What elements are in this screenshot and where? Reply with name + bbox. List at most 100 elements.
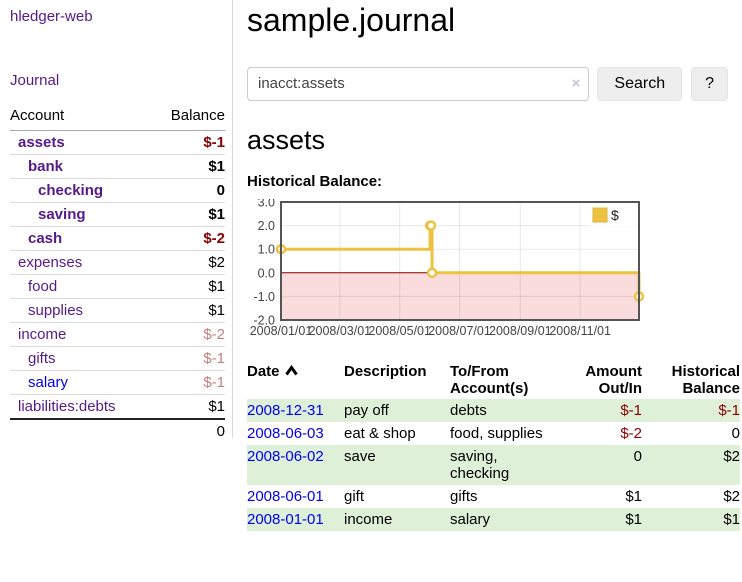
account-link[interactable]: saving — [38, 206, 86, 223]
historical-balance-chart: $3.0 2.0 1.0 0.0 -1.0 -2.02008/01/012008/03/0… — [250, 199, 645, 338]
account-row: income $-2 — [10, 322, 225, 347]
account-link[interactable]: bank — [28, 158, 64, 175]
account-balance: $-2 — [152, 226, 225, 251]
transaction-date-link[interactable]: 2008-12-31 — [247, 401, 324, 419]
account-link[interactable]: liabilities:debts — [18, 398, 116, 415]
register-row: 2008-01-01 income salary $1 $1 — [247, 507, 740, 531]
chart-label: Historical Balance: — [247, 172, 383, 190]
account-balance: $-1 — [203, 134, 225, 151]
account-link[interactable]: gifts — [28, 350, 56, 367]
brand-link[interactable]: hledger-web — [10, 8, 93, 25]
svg-text:-2.0: -2.0 — [253, 313, 275, 327]
transaction-date-cell: 2008-12-31 — [247, 399, 344, 422]
help-button[interactable]: ? — [691, 66, 728, 101]
svg-text:2008/11/01: 2008/11/01 — [549, 324, 611, 338]
column-header-balance: Historical Balance — [671, 362, 740, 397]
account-row: bank $1 — [10, 154, 225, 179]
account-balance: $1 — [152, 394, 225, 419]
transaction-accounts: debts — [450, 401, 487, 419]
transaction-amount: $-2 — [620, 424, 642, 442]
transaction-description: save — [344, 447, 376, 465]
accounts-header-balance: Balance — [152, 104, 225, 131]
transaction-date-link[interactable]: 2008-06-02 — [247, 447, 324, 465]
transaction-amount: $1 — [625, 487, 642, 505]
search-form: × Search ? — [247, 66, 728, 101]
svg-text:1.0: 1.0 — [258, 242, 275, 256]
register-header-row: Date Description To/From Account(s) Amou… — [247, 361, 740, 399]
main-content: sample.journal × Search ? assets Histori… — [233, 0, 740, 582]
svg-text:2008/01/01: 2008/01/01 — [250, 324, 313, 338]
transaction-amount: 0 — [633, 447, 642, 465]
transaction-accounts: gifts — [450, 487, 478, 505]
account-link[interactable]: expenses — [18, 254, 83, 271]
register-row: 2008-12-31 pay off debts $-1 $-1 — [247, 398, 740, 422]
account-row: assets $-1 — [10, 131, 225, 155]
svg-text:2008/05/01: 2008/05/01 — [368, 324, 431, 338]
account-balance: $1 — [152, 202, 225, 227]
account-row: cash $-2 — [10, 226, 225, 251]
account-row: checking 0 — [10, 178, 225, 203]
account-link[interactable]: cash — [28, 230, 63, 247]
account-row: food $1 — [10, 274, 225, 299]
column-header-amount: Amount Out/In — [585, 362, 642, 397]
clear-icon[interactable]: × — [571, 74, 581, 92]
transaction-amount: $1 — [625, 510, 642, 528]
transaction-balance: $2 — [723, 487, 740, 505]
accounts-table: Account Balance assets $-1 bank $1 checking 0… — [10, 104, 225, 443]
account-balance: $-2 — [152, 322, 225, 347]
transaction-date-cell: 2008-06-03 — [247, 422, 344, 445]
account-row: saving $1 — [10, 202, 225, 227]
account-link[interactable]: food — [28, 278, 58, 295]
svg-text:3.0: 3.0 — [258, 199, 275, 210]
journal-link[interactable]: Journal — [10, 72, 60, 89]
register-table: Date Description To/From Account(s) Amou… — [247, 361, 740, 531]
svg-text:2008/07/01: 2008/07/01 — [428, 324, 491, 338]
transaction-balance: $-1 — [718, 401, 740, 419]
page-title: sample.journal — [247, 2, 456, 38]
account-row: gifts $-1 — [10, 346, 225, 371]
accounts-total-row: 0 — [10, 418, 225, 443]
accounts-total-value: 0 — [152, 418, 225, 443]
transaction-balance: 0 — [731, 424, 740, 442]
svg-text:$: $ — [611, 207, 619, 223]
account-link[interactable]: income — [18, 326, 67, 343]
account-link[interactable]: assets — [18, 134, 65, 151]
register-row: 2008-06-03 eat & shop food, supplies $-2 0 — [247, 422, 740, 445]
transaction-description: income — [344, 510, 393, 528]
transaction-description: pay off — [344, 401, 389, 419]
accounts-header-row: Account Balance — [10, 104, 225, 131]
account-link[interactable]: salary — [28, 374, 69, 391]
sort-ascending-icon — [284, 364, 298, 376]
column-header-description: Description — [344, 362, 427, 380]
search-input[interactable] — [247, 66, 590, 101]
svg-text:2008/09/01: 2008/09/01 — [489, 324, 552, 338]
account-balance: $-1 — [152, 346, 225, 371]
transaction-date-link[interactable]: 2008-01-01 — [247, 510, 324, 528]
search-button[interactable]: Search — [597, 66, 683, 101]
account-balance: $1 — [152, 154, 225, 179]
column-header-accounts: To/From Account(s) — [450, 362, 529, 397]
transaction-date-cell: 2008-01-01 — [247, 508, 344, 531]
account-balance: $1 — [152, 274, 225, 299]
register-row: 2008-06-01 gift gifts $1 $2 — [247, 485, 740, 508]
transaction-amount: $-1 — [620, 401, 642, 419]
transaction-accounts: salary — [450, 510, 491, 528]
transaction-date-cell: 2008-06-01 — [247, 485, 344, 508]
account-row: supplies $1 — [10, 298, 225, 323]
svg-text:2.0: 2.0 — [258, 219, 275, 233]
sidebar: hledger-web Journal Account Balance asse… — [0, 0, 233, 582]
transaction-date-link[interactable]: 2008-06-03 — [247, 424, 324, 442]
accounts-header-account: Account — [10, 104, 153, 131]
account-link[interactable]: supplies — [28, 302, 84, 319]
account-row: salary $-1 — [10, 370, 225, 395]
transaction-balance: $2 — [723, 447, 740, 465]
account-balance: $1 — [152, 298, 225, 323]
account-link[interactable]: checking — [38, 182, 104, 199]
transaction-date-link[interactable]: 2008-06-01 — [247, 487, 324, 505]
column-header-date[interactable]: Date — [247, 361, 344, 399]
account-row: expenses $2 — [10, 250, 225, 275]
transaction-accounts: food, supplies — [450, 424, 543, 442]
transaction-description: eat & shop — [344, 424, 416, 442]
transaction-date-cell: 2008-06-02 — [247, 445, 344, 485]
